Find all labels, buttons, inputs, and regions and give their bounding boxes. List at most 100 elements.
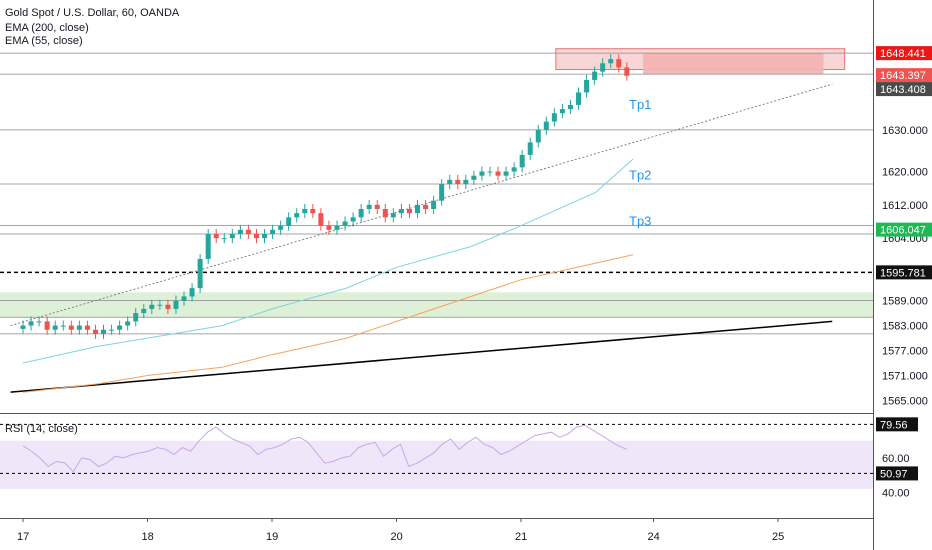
candle-body	[76, 325, 82, 330]
candle-body	[84, 325, 90, 330]
price-tick-label: 1565.000	[882, 396, 928, 408]
candle-body	[117, 325, 123, 330]
candle-body	[600, 63, 606, 72]
candle-body	[519, 154, 525, 168]
rsi-high-tag: 79.56	[880, 419, 908, 431]
candle-body	[608, 59, 614, 64]
candle-body	[511, 167, 517, 172]
candle-body	[237, 229, 243, 234]
candle-body	[414, 204, 420, 214]
stop-zone	[643, 53, 824, 75]
candle-body	[157, 304, 163, 306]
candle-body	[278, 225, 284, 230]
candle-body	[302, 209, 308, 214]
tp-label: Tp2	[629, 168, 651, 183]
candle-body	[294, 213, 300, 218]
stop-price-tag: 1648.441	[880, 48, 926, 60]
candle-body	[221, 238, 227, 240]
candle-body	[382, 209, 388, 218]
candle-body	[543, 121, 549, 130]
x-tick-label: 19	[266, 531, 278, 543]
candle-body	[487, 171, 493, 173]
candle-body	[60, 325, 66, 327]
x-tick-label: 24	[648, 531, 660, 543]
x-tick-label: 21	[515, 531, 527, 543]
candle-body	[101, 329, 107, 334]
candle-body	[310, 209, 316, 214]
level-price-tag-bg	[876, 265, 932, 280]
target-price-tag: 1606.047	[880, 225, 926, 237]
candle-body	[109, 329, 115, 331]
candle-body	[181, 296, 187, 301]
target-price-tag-bg	[876, 222, 932, 237]
candle-body	[245, 229, 251, 234]
candle-body	[447, 179, 453, 185]
candle-body	[584, 79, 590, 93]
rsi-mid-tag: 50.97	[880, 468, 908, 480]
ema55-legend: EMA (55, close)	[5, 35, 83, 47]
candle-body	[20, 325, 26, 329]
price-tick-label: 1583.000	[882, 321, 928, 333]
candle-body	[463, 179, 469, 185]
candle-body	[431, 200, 437, 209]
candle-body	[125, 321, 131, 326]
candle-body	[616, 59, 622, 68]
candle-body	[559, 109, 565, 114]
rsi-line	[22, 424, 627, 473]
candle-body	[133, 313, 139, 322]
current-price-tag: 1643.397	[880, 70, 926, 82]
stop-price-tag-bg	[876, 46, 932, 61]
x-tick-label: 20	[391, 531, 403, 543]
entry-price-tag-bg	[876, 82, 932, 97]
candle-body	[36, 321, 42, 323]
price-tick-label: 1589.000	[882, 296, 928, 308]
candle-body	[374, 204, 380, 209]
candle-body	[326, 225, 332, 230]
candle-body	[141, 308, 147, 314]
candle-body	[318, 213, 324, 226]
ema55-line	[22, 158, 634, 364]
candle-body	[567, 104, 573, 110]
dotted-trendline	[10, 83, 833, 326]
symbol-legend: Gold Spot / U.S. Dollar, 60, OANDA	[5, 7, 180, 19]
rsi-tick-label: 40.00	[882, 487, 910, 499]
candle-body	[503, 171, 509, 176]
x-tick-label: 18	[142, 531, 154, 543]
candle-body	[390, 213, 396, 218]
candle-body	[173, 300, 179, 309]
entry-price-tag: 1643.408	[880, 84, 926, 96]
ema200-legend: EMA (200, close)	[5, 22, 89, 34]
price-tick-label: 1571.000	[882, 371, 928, 383]
candle-body	[197, 258, 203, 289]
candle-body	[350, 217, 356, 222]
candle-body	[439, 184, 445, 201]
x-tick-label: 25	[772, 531, 784, 543]
rsi-high-tag-bg	[876, 417, 918, 432]
candle-body	[471, 175, 477, 180]
candle-body	[535, 129, 541, 143]
candle-body	[342, 221, 348, 226]
candle-body	[624, 67, 630, 76]
ema200-line	[22, 254, 634, 393]
rsi-tick-label: 60.00	[882, 453, 910, 465]
candle-body	[52, 325, 58, 330]
candle-body	[213, 233, 219, 239]
price-tick-label: 1630.000	[882, 125, 928, 137]
candle-body	[406, 209, 412, 214]
candle-body	[479, 171, 485, 176]
candle-body	[358, 209, 364, 218]
candle-body	[286, 217, 292, 226]
candle-body	[262, 233, 268, 239]
rsi-mid-tag-bg	[876, 466, 918, 481]
candle-body	[398, 209, 404, 214]
rsi-band	[0, 440, 873, 489]
candle-body	[551, 113, 557, 122]
candle-body	[592, 71, 598, 80]
current-price-tag-bg	[876, 68, 932, 83]
candle-body	[149, 304, 155, 309]
price-tick-label: 1577.000	[882, 346, 928, 358]
price-tick-label: 1612.000	[882, 200, 928, 212]
candle-body	[576, 92, 582, 105]
price-tick-label: 1620.000	[882, 167, 928, 179]
